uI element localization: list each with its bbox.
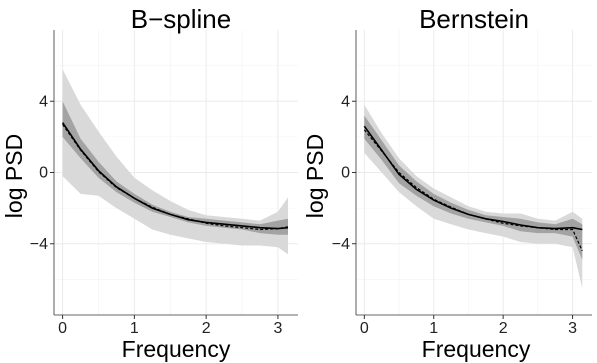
y-tick-label: 4 [341,93,350,110]
estimate-line [61,122,289,230]
panel-bspline: 0 1 2 3 −4 0 4 B−spline Frequency log PSD [1,4,298,362]
x-axis-label: Frequency [422,336,531,362]
truth-line [62,124,289,231]
x-tick-label: 2 [202,320,211,337]
y-tick-label: 0 [39,165,48,182]
x-tick-label: 1 [429,320,438,337]
x-axis-label: Frequency [122,336,231,362]
y-tick-label: 4 [39,93,48,110]
inner-credible-band [364,115,583,260]
y-axis-label: log PSD [302,134,328,218]
y-tick-label: −4 [332,236,350,253]
panel-title: Bernstein [419,4,529,34]
y-axis-label: log PSD [1,134,27,218]
outer-credible-band [364,104,583,289]
panel-title: B−spline [131,4,231,34]
x-tick-label: 3 [273,320,282,337]
y-tick-label: 0 [341,165,350,182]
x-tick-label: 3 [568,320,577,337]
x-tick-label: 0 [360,320,369,337]
y-tick-label: −4 [30,236,48,253]
outer-credible-band [62,69,288,255]
x-tick-label: 2 [499,320,508,337]
panel-bernstein: 0 1 2 3 −4 0 4 Bernstein Frequency log PSD [302,4,592,362]
x-tick-label: 1 [130,320,139,337]
plot-area: 0 1 2 3 −4 0 4 [332,30,592,337]
truth-line [363,129,583,252]
plot-area: 0 1 2 3 −4 0 4 [30,30,298,337]
x-tick-label: 0 [58,320,67,337]
